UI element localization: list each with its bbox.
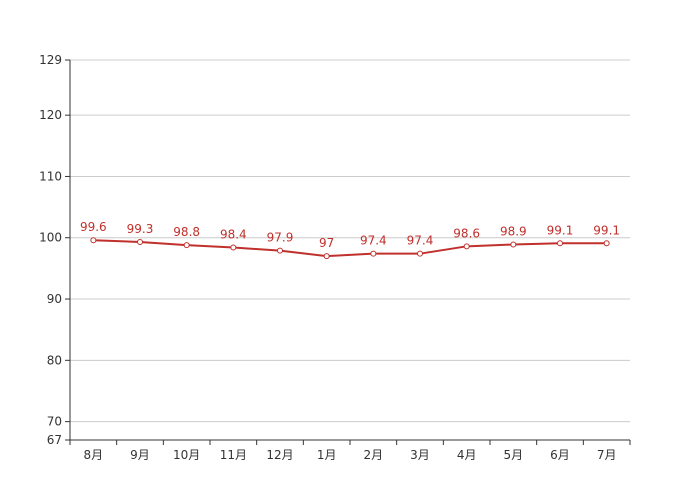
data-point	[90, 237, 97, 244]
y-tick-label: 129	[39, 53, 62, 67]
x-tick-label: 12月	[266, 448, 293, 462]
data-point	[277, 247, 283, 254]
x-tick-label: 2月	[364, 448, 384, 462]
data-point	[137, 239, 143, 246]
data-point	[183, 242, 190, 249]
data-label: 99.6	[80, 220, 107, 234]
x-tick-label: 6月	[550, 448, 570, 462]
data-point	[230, 244, 237, 251]
x-tick-label: 8月	[84, 448, 104, 462]
x-tick-label: 10月	[173, 448, 200, 462]
x-tick-label: 5月	[504, 448, 524, 462]
x-tick-label: 7月	[597, 448, 617, 462]
y-tick-label: 100	[39, 231, 62, 245]
data-label: 97.4	[360, 234, 387, 248]
data-label: 97	[319, 236, 334, 250]
data-label: 99.1	[593, 223, 620, 237]
data-label: 98.8	[173, 225, 200, 239]
x-tick-label: 4月	[457, 448, 477, 462]
y-tick-label: 67	[47, 433, 62, 447]
data-label: 98.6	[453, 226, 480, 240]
data-label: 97.9	[267, 231, 294, 245]
y-tick-label: 70	[47, 415, 62, 429]
y-tick-label: 80	[47, 353, 62, 367]
y-tick-label: 120	[39, 108, 62, 122]
series-layer	[90, 237, 610, 260]
data-point	[323, 253, 330, 260]
y-tick-label: 90	[47, 292, 62, 306]
data-point	[463, 243, 470, 250]
data-label: 99.3	[127, 222, 154, 236]
axes: 67 70 80 90 100 110 120 129 8月 9月 10月 11月 12月 1月 2月 3月 4…	[39, 53, 631, 462]
x-tick-label: 9月	[130, 448, 150, 462]
data-point	[510, 241, 517, 248]
data-point	[417, 250, 423, 257]
x-tick-label: 11月	[220, 448, 247, 462]
data-label: 98.9	[500, 224, 527, 238]
data-labels: 99.6 99.3 98.8 98.4 97.9 97 97.4 97.4 98.6 98.9 99…	[80, 220, 620, 250]
data-label: 97.4	[407, 234, 434, 248]
data-point	[557, 240, 563, 247]
data-label: 98.4	[220, 228, 247, 242]
data-point	[370, 250, 377, 257]
y-tick-label: 110	[39, 169, 62, 183]
series-line	[93, 239, 607, 258]
x-tick-label: 1月	[317, 448, 337, 462]
x-tick-label: 3月	[410, 448, 430, 462]
gridlines	[70, 59, 630, 423]
data-point	[603, 240, 610, 247]
data-label: 99.1	[547, 223, 574, 237]
